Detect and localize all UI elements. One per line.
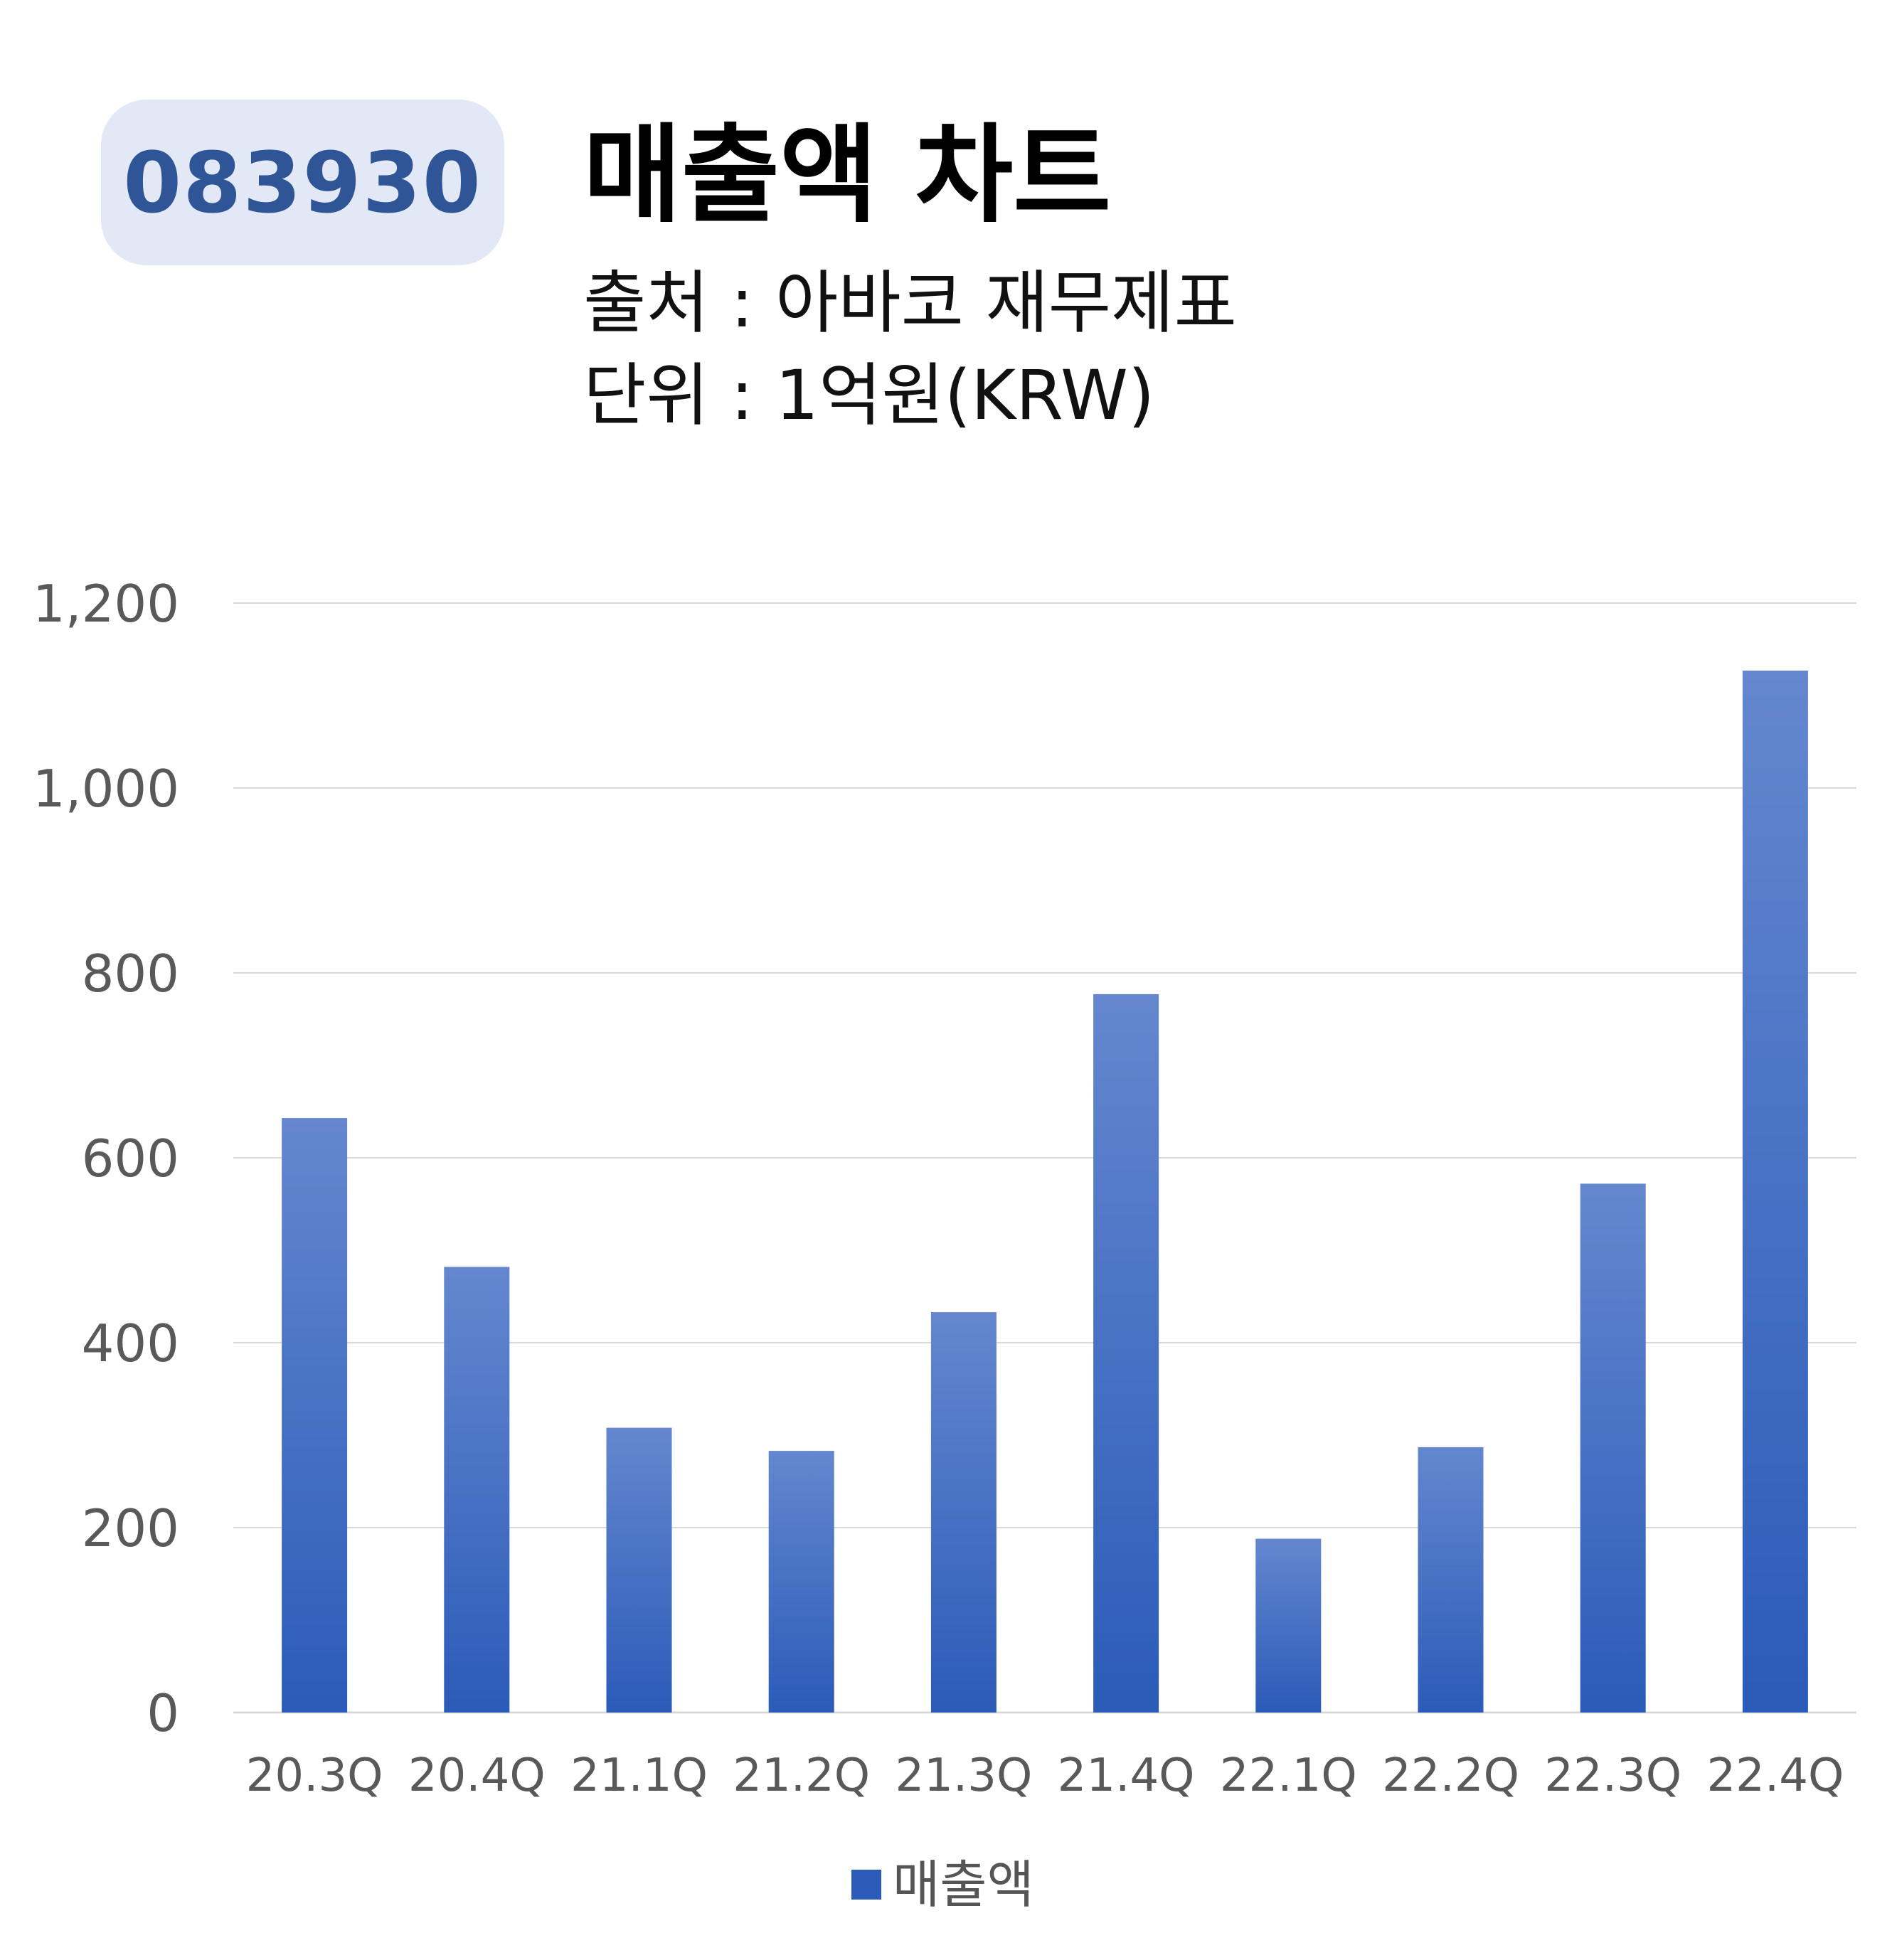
source-label: 출처 : 아바코 재무제표 bbox=[583, 263, 1237, 343]
x-tick-label: 21.1Q bbox=[570, 1749, 708, 1802]
bar bbox=[1093, 994, 1159, 1713]
bar bbox=[606, 1427, 672, 1713]
y-tick-label: 0 bbox=[147, 1683, 179, 1743]
y-tick-label: 600 bbox=[82, 1129, 179, 1188]
x-tick-label: 20.3Q bbox=[246, 1749, 383, 1802]
y-tick-label: 200 bbox=[82, 1498, 179, 1558]
x-tick-label: 22.3Q bbox=[1544, 1749, 1681, 1802]
bar bbox=[1742, 670, 1808, 1713]
bar bbox=[768, 1451, 834, 1713]
ticker-badge: 083930 bbox=[101, 100, 504, 265]
legend: 매출액 bbox=[851, 1859, 1034, 1910]
y-axis-ticks: 0 200 400 600 800 1,000 1,200 bbox=[33, 574, 179, 1743]
x-tick-label: 21.2Q bbox=[733, 1749, 870, 1802]
legend-label: 매출액 bbox=[893, 1855, 1034, 1914]
ticker-code: 083930 bbox=[123, 133, 482, 232]
x-tick-label: 22.2Q bbox=[1382, 1749, 1519, 1802]
y-tick-label: 1,000 bbox=[33, 759, 179, 819]
unit-label: 단위 : 1억원(KRW) bbox=[583, 356, 1155, 435]
y-tick-label: 400 bbox=[82, 1314, 179, 1373]
x-tick-label: 22.4Q bbox=[1706, 1749, 1844, 1802]
bar bbox=[444, 1267, 510, 1713]
x-tick-label: 20.4Q bbox=[408, 1749, 546, 1802]
y-tick-label: 800 bbox=[82, 944, 179, 1003]
bar bbox=[1255, 1538, 1322, 1713]
bar bbox=[1580, 1183, 1646, 1713]
x-axis-ticks: 20.3Q 20.4Q 21.1Q 21.2Q 21.3Q 21.4Q 22.1Q 22.2Q… bbox=[246, 1749, 1844, 1802]
bar bbox=[282, 1118, 348, 1713]
legend-swatch bbox=[851, 1870, 881, 1900]
chart-title: 매출액 차트 bbox=[583, 114, 1112, 238]
bars bbox=[282, 670, 1808, 1713]
x-tick-label: 22.1Q bbox=[1220, 1749, 1357, 1802]
bar bbox=[1418, 1447, 1484, 1713]
x-tick-label: 21.4Q bbox=[1058, 1749, 1195, 1802]
y-tick-label: 1,200 bbox=[33, 574, 179, 634]
bar bbox=[930, 1312, 997, 1713]
x-tick-label: 21.3Q bbox=[895, 1749, 1032, 1802]
